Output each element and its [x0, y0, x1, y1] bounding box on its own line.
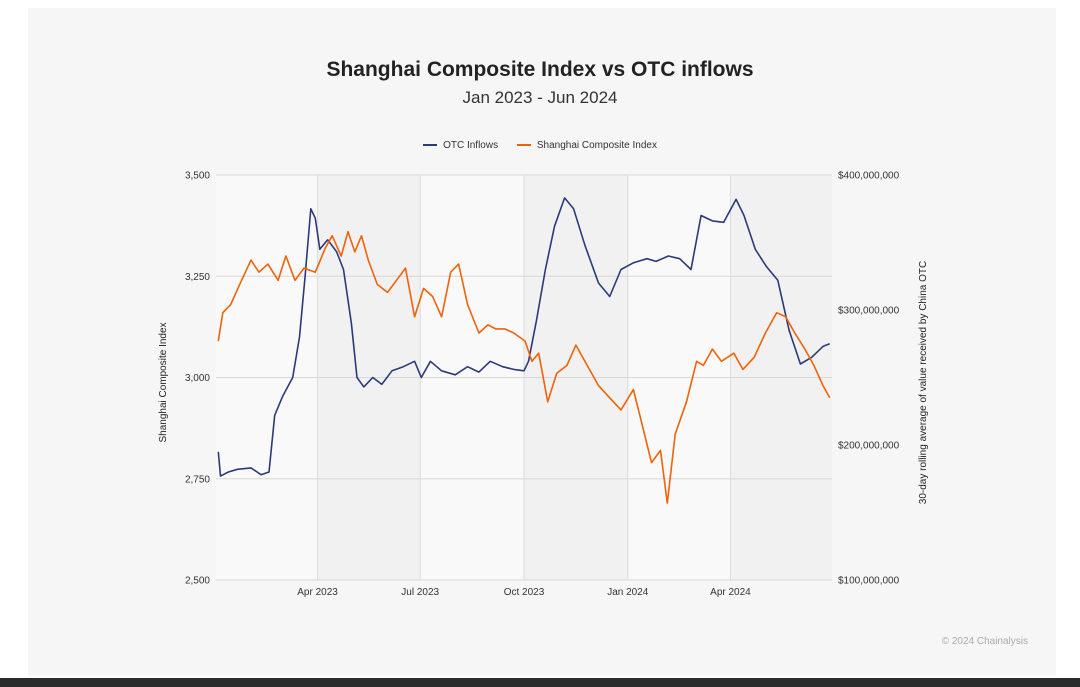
legend-swatch-otc-inflows	[423, 144, 438, 146]
y2-axis-label: 30-day rolling average of value received…	[918, 261, 929, 504]
y2-tick-label: $100,000,000	[838, 576, 900, 587]
x-tick-label: Jul 2023	[401, 587, 439, 598]
y-tick-label: 3,000	[185, 373, 210, 384]
y-tick-label: 3,500	[185, 171, 210, 182]
x-tick-label: Apr 2024	[710, 587, 751, 598]
series-lines	[217, 197, 831, 504]
legend-label-otc-inflows: OTC Inflows	[443, 139, 499, 151]
shanghai-composite-line	[217, 230, 831, 504]
x-tick-label: Oct 2023	[504, 587, 545, 598]
copyright-text: © 2024 Chainalysis	[941, 636, 1028, 647]
y-axis-label: Shanghai Composite Index	[158, 322, 169, 442]
legend-label-shanghai-composite: Shanghai Composite Index	[536, 139, 657, 151]
legend: OTC Inflows Shanghai Composite Index	[0, 138, 1080, 151]
y2-tick-label: $300,000,000	[838, 306, 900, 317]
y-tick-label: 2,500	[185, 576, 210, 587]
y-tick-label: 3,250	[185, 272, 210, 283]
bottom-bar	[0, 678, 1080, 687]
y-tick-label: 2,750	[185, 474, 210, 485]
legend-item-otc-inflows[interactable]: OTC Inflows	[423, 140, 498, 151]
otc-inflows-line	[217, 197, 830, 477]
legend-item-shanghai-composite[interactable]: Shanghai Composite Index	[516, 139, 657, 151]
y2-tick-label: $200,000,000	[838, 441, 900, 452]
x-tick-label: Jan 2024	[607, 587, 649, 598]
axis-ticks: 2,500 2,750 3,000 3,250 3,500 $100,000,000 $20…	[185, 171, 900, 599]
y2-tick-label: $400,000,000	[838, 171, 900, 182]
chart-title: Shanghai Composite Index vs OTC inflows	[326, 58, 754, 81]
x-tick-label: Apr 2023	[297, 587, 338, 598]
legend-swatch-shanghai-composite	[516, 144, 531, 146]
grid-lines	[216, 174, 832, 581]
chart-subtitle: Jan 2023 - Jun 2024	[462, 88, 618, 107]
